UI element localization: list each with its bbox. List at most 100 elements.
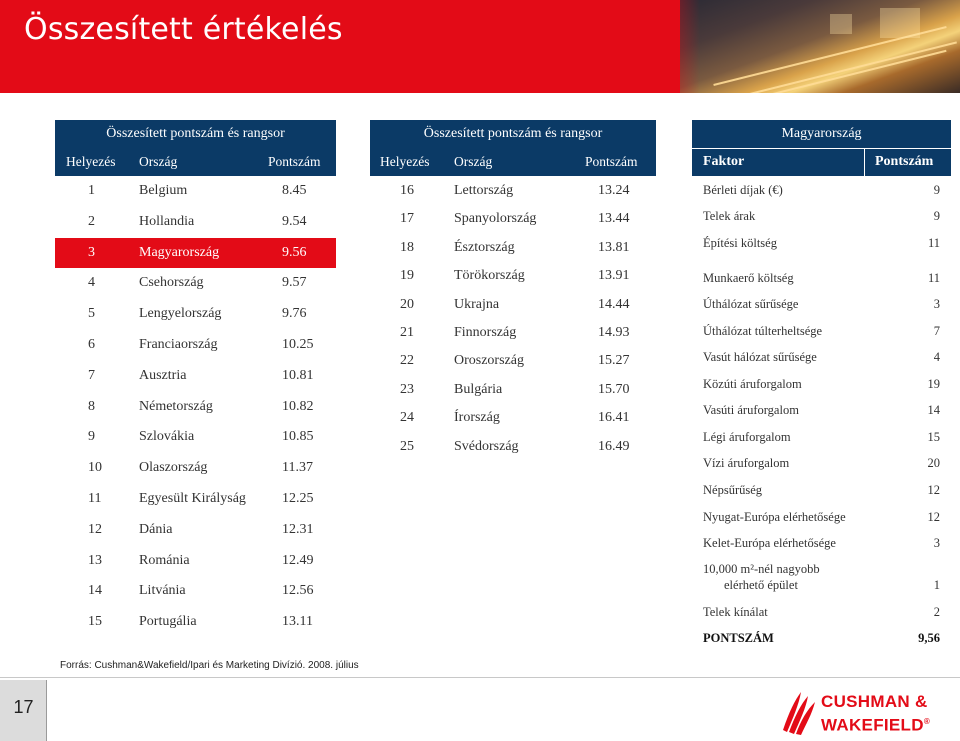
score-cell: 3 bbox=[933, 536, 940, 550]
rank-cell: 16 bbox=[400, 183, 414, 198]
table-row: 20 Ukrajna 14.44 bbox=[370, 290, 656, 318]
factor-row: Telek árak 9 bbox=[703, 209, 940, 229]
rank-cell: 10 bbox=[88, 460, 102, 476]
rank-cell: 18 bbox=[400, 239, 414, 255]
country-cell: Lettország bbox=[454, 183, 514, 198]
logo-line-2: WAKEFIELD bbox=[821, 715, 924, 735]
score-cell: 13.44 bbox=[598, 211, 630, 227]
left-table-header: Összesített pontszám és rangsor bbox=[55, 120, 336, 148]
rank-cell: 5 bbox=[88, 306, 95, 322]
score-cell: 2 bbox=[933, 605, 940, 619]
page-number: 17 bbox=[13, 697, 34, 717]
factor-cell: Úthálózat sűrűsége bbox=[703, 297, 799, 311]
score-cell: 4 bbox=[933, 350, 940, 364]
rank-cell: 8 bbox=[88, 398, 95, 414]
country-cell: Szlovákia bbox=[139, 429, 195, 445]
factor-cell: Munkaerő költség bbox=[703, 271, 794, 285]
left-table-column-headers: Helyezés Ország Pontszám bbox=[55, 148, 336, 176]
col-score: Pontszám bbox=[875, 154, 934, 169]
score-cell: 11 bbox=[927, 236, 940, 250]
col-country: Ország bbox=[139, 154, 178, 169]
country-cell: Ausztria bbox=[139, 367, 187, 383]
rank-cell: 11 bbox=[88, 491, 102, 506]
rank-cell: 15 bbox=[88, 614, 102, 630]
right-table-header: Magyarország bbox=[692, 120, 951, 148]
score-cell: 12 bbox=[927, 510, 941, 524]
rank-cell: 14 bbox=[88, 583, 102, 599]
col-factor: Faktor bbox=[703, 154, 745, 169]
score-cell: 1 bbox=[933, 578, 940, 592]
score-cell: 16.49 bbox=[598, 438, 630, 454]
table-row: 11 Egyesült Királyság 12.25 bbox=[55, 484, 336, 514]
country-cell: Lengyelország bbox=[139, 306, 222, 322]
factor-row: Népsűrűség 12 bbox=[703, 483, 940, 503]
score-cell: 16.41 bbox=[598, 410, 630, 426]
rank-cell: 21 bbox=[400, 325, 414, 340]
col-score: Pontszám bbox=[268, 154, 321, 169]
table-row: 7 Ausztria 10.81 bbox=[55, 361, 336, 391]
col-country: Ország bbox=[454, 154, 493, 169]
factor-row: Telek kínálat 2 bbox=[703, 605, 940, 625]
country-cell: Hollandia bbox=[139, 213, 195, 229]
banner-photo bbox=[680, 0, 960, 93]
factor-cell: Telek kínálat bbox=[703, 605, 768, 619]
country-cell: Portugália bbox=[139, 614, 197, 630]
country-cell: Írország bbox=[454, 410, 500, 426]
rank-cell: 20 bbox=[400, 296, 414, 312]
rank-cell: 19 bbox=[400, 268, 414, 284]
table-row: 18 Észtország 13.81 bbox=[370, 233, 656, 261]
page-title: Összesített értékelés bbox=[24, 12, 343, 47]
table-row: 24 Írország 16.41 bbox=[370, 403, 656, 431]
score-cell: 10.82 bbox=[282, 398, 314, 414]
score-cell: 9.54 bbox=[282, 213, 307, 229]
rank-cell: 3 bbox=[88, 244, 95, 260]
factor-cell: Kelet-Európa elérhetősége bbox=[703, 536, 836, 550]
score-cell: 19 bbox=[927, 377, 941, 391]
table-row: 6 Franciaország 10.25 bbox=[55, 330, 336, 360]
factor-cell: Népsűrűség bbox=[703, 483, 763, 497]
cushman-wakefield-logo: CUSHMAN & WAKEFIELD® bbox=[781, 690, 956, 736]
factor-cell-line2: elérhető épület bbox=[724, 578, 798, 592]
country-cell: Oroszország bbox=[454, 353, 524, 369]
country-cell: Csehország bbox=[139, 275, 204, 291]
factor-cell: Építési költség bbox=[703, 236, 777, 250]
score-cell: 9.76 bbox=[282, 306, 307, 322]
factor-row: Légi áruforgalom 15 bbox=[703, 430, 940, 450]
factor-cell: Légi áruforgalom bbox=[703, 430, 791, 444]
score-cell: 14.44 bbox=[598, 296, 630, 312]
factor-row: 10,000 m²-nél nagyobb elérhető épület 1 bbox=[703, 562, 940, 596]
rank-cell: 4 bbox=[88, 275, 95, 291]
left-ranking-table: Összesített pontszám és rangsor Helyezés… bbox=[55, 120, 336, 176]
rank-cell: 17 bbox=[400, 211, 414, 227]
score-cell: 11.37 bbox=[282, 460, 313, 476]
table-row: 22 Oroszország 15.27 bbox=[370, 346, 656, 374]
factor-row: Bérleti díjak (€) 9 bbox=[703, 183, 940, 203]
table-row: 23 Bulgária 15.70 bbox=[370, 375, 656, 403]
rank-cell: 13 bbox=[88, 552, 102, 568]
middle-table-column-headers: Helyezés Ország Pontszám bbox=[370, 148, 656, 176]
source-note: Forrás: Cushman&Wakefield/Ipari és Marke… bbox=[60, 660, 359, 671]
factor-row: Vízi áruforgalom 20 bbox=[703, 456, 940, 476]
country-cell: Belgium bbox=[139, 183, 188, 198]
score-cell: 15.27 bbox=[598, 353, 630, 369]
rank-cell: 24 bbox=[400, 410, 414, 426]
country-cell: Bulgária bbox=[454, 381, 503, 397]
table-row: 8 Németország 10.82 bbox=[55, 392, 336, 422]
score-cell: 8.45 bbox=[282, 183, 307, 198]
country-cell: Franciaország bbox=[139, 337, 218, 352]
score-cell: 13.91 bbox=[598, 268, 630, 284]
factor-row: PONTSZÁM 9,56 bbox=[703, 631, 940, 651]
country-cell: Spanyolország bbox=[454, 211, 537, 227]
rank-cell: 25 bbox=[400, 438, 414, 454]
middle-table-header: Összesített pontszám és rangsor bbox=[370, 120, 656, 148]
table-row: 25 Svédország 16.49 bbox=[370, 432, 656, 460]
score-cell: 12.49 bbox=[282, 552, 314, 568]
country-cell: Németország bbox=[139, 398, 213, 414]
table-row: 10 Olaszország 11.37 bbox=[55, 453, 336, 483]
factor-cell: Vasúti áruforgalom bbox=[703, 403, 799, 417]
table-row: 1 Belgium 8.45 bbox=[55, 176, 336, 206]
col-score: Pontszám bbox=[585, 154, 638, 169]
rank-cell: 23 bbox=[400, 381, 414, 397]
factor-row: Vasút hálózat sűrűsége 4 bbox=[703, 350, 940, 370]
col-rank: Helyezés bbox=[66, 154, 116, 169]
